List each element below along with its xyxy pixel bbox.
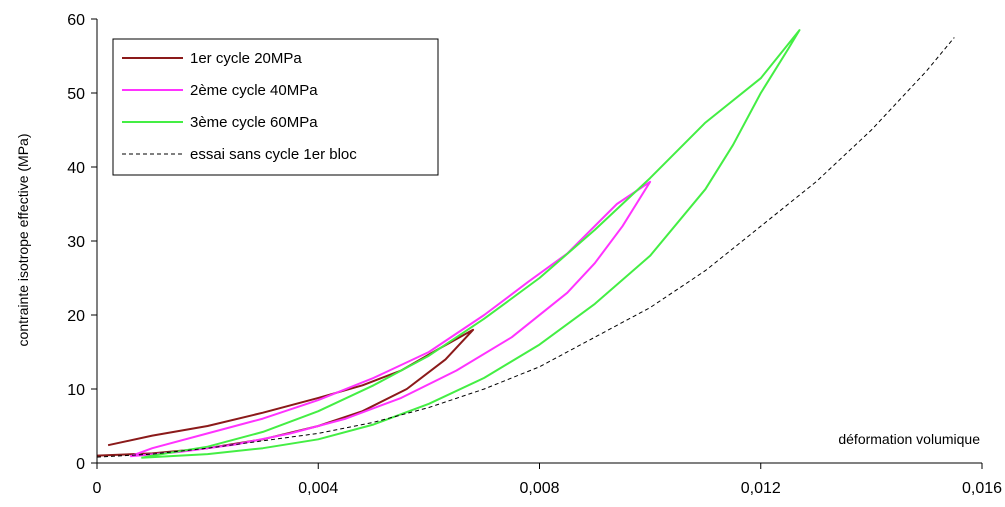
y-tick-label: 40 — [67, 160, 85, 177]
legend-label: essai sans cycle 1er bloc — [190, 146, 357, 163]
x-tick-label: 0,008 — [519, 480, 559, 497]
series-line-2eme-cycle-40mpa — [129, 180, 652, 458]
series-line-1er-cycle-20mpa — [96, 328, 475, 457]
x-tick-label: 0,012 — [741, 480, 781, 497]
y-tick-label: 60 — [67, 12, 85, 29]
y-tick-label: 20 — [67, 308, 85, 325]
x-axis-title: déformation volumique — [838, 431, 980, 447]
y-tick-label: 0 — [76, 456, 85, 473]
x-tick-label: 0,004 — [298, 480, 338, 497]
series-line-3eme-cycle-60mpa — [141, 29, 801, 459]
legend-box — [112, 38, 439, 176]
series-layer — [96, 29, 955, 459]
legend-label: 3ème cycle 60MPa — [190, 114, 318, 131]
series-line-essai-sans-cycle-1er-bloc — [96, 37, 955, 458]
legend-label: 2ème cycle 40MPa — [190, 82, 318, 99]
ticks-layer: 0 0,004 0,008 0,012 0,016 0 10 20 30 40 50 60 — [67, 12, 1002, 497]
y-tick-label: 50 — [67, 86, 85, 103]
x-tick-label: 0,016 — [962, 480, 1002, 497]
y-tick-label: 30 — [67, 234, 85, 251]
x-tick-label: 0 — [93, 480, 102, 497]
legend: 1er cycle 20MPa 2ème cycle 40MPa 3ème cycl… — [112, 38, 439, 176]
y-tick-label: 10 — [67, 382, 85, 399]
y-axis-title: contrainte isotrope effective (MPa) — [15, 134, 31, 347]
legend-label: 1er cycle 20MPa — [190, 50, 302, 67]
